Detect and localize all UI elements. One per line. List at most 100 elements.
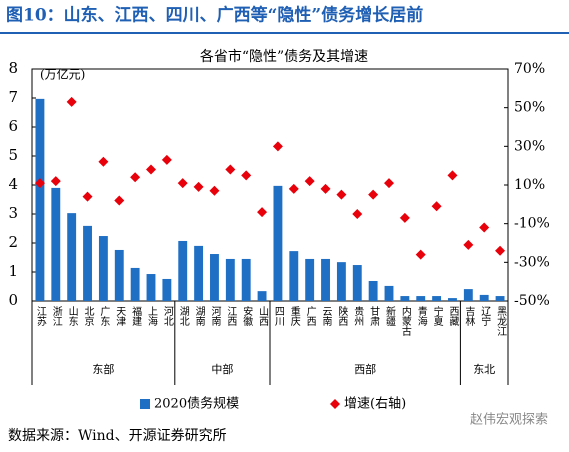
y-tick-label: 3: [8, 204, 18, 222]
bar: [83, 225, 92, 301]
bar: [146, 274, 156, 301]
dot: [146, 164, 156, 175]
x-tick-label: 浙江: [50, 306, 62, 326]
dot: [352, 209, 363, 219]
group-label: 中部: [211, 362, 233, 376]
dot: [320, 183, 331, 194]
x-tick-label: 北京: [82, 306, 94, 327]
x-tick-label: 安徽: [241, 305, 253, 327]
x-tick-label: 四川: [272, 306, 284, 326]
dot: [447, 170, 458, 181]
y2-tick-label: -10%: [514, 216, 550, 232]
x-tick-label: 重庆: [288, 305, 300, 327]
bar: [130, 267, 140, 301]
y-tick-label: 7: [8, 88, 18, 106]
bar: [495, 296, 505, 301]
x-tick-label: 上海: [146, 306, 158, 327]
bar: [98, 236, 108, 301]
x-tick-label: 山东: [66, 306, 78, 326]
bar: [273, 185, 283, 301]
bar: [241, 258, 251, 301]
y-tick-label: 6: [8, 117, 18, 135]
y-tick-label: 1: [8, 262, 18, 280]
x-tick-label: 宁夏: [431, 305, 443, 326]
dot: [463, 239, 474, 250]
x-tick-label: 福建: [130, 305, 142, 326]
x-tick-label: 江西: [225, 306, 237, 326]
bar: [321, 258, 330, 301]
bar: [352, 265, 362, 301]
legend-label: 增速(右轴): [344, 397, 406, 412]
bar: [67, 213, 77, 301]
dot: [257, 207, 268, 218]
dot: [209, 185, 220, 196]
y-tick-label: 2: [8, 233, 18, 251]
dot: [368, 189, 379, 200]
y2-tick-label: 70%: [514, 61, 545, 77]
dot: [225, 164, 236, 175]
watermark: 赵伟宏观探索: [470, 413, 548, 428]
group-label: 西部: [354, 362, 376, 376]
x-tick-label: 江苏: [34, 306, 46, 327]
bar: [210, 254, 219, 301]
x-tick-label: 广东: [98, 306, 110, 326]
chart-title: 各省市“隐性”债务及其增速: [200, 48, 368, 65]
bar: [289, 251, 299, 301]
bar: [384, 285, 394, 301]
x-tick-label: 西藏: [447, 306, 459, 327]
dot: [384, 178, 394, 189]
dot: [288, 183, 299, 194]
x-tick-label: 云南: [320, 306, 332, 326]
dot: [161, 154, 172, 165]
y2-tick-label: 10%: [514, 177, 545, 193]
dot: [66, 96, 77, 107]
y-tick-label: 0: [8, 291, 18, 309]
bar: [463, 289, 473, 301]
bar: [257, 291, 267, 301]
group-label: 东部: [92, 362, 114, 376]
dot: [415, 249, 426, 260]
dot: [130, 172, 141, 183]
x-tick-label: 内蒙古: [399, 305, 411, 337]
y-axis-label: (万亿元): [40, 67, 85, 82]
x-tick-label: 吉林: [463, 306, 475, 327]
bar: [178, 240, 188, 301]
bar: [35, 98, 45, 302]
dot: [495, 245, 506, 256]
dot: [193, 181, 204, 192]
source: 数据来源：Wind、开源证券研究所: [8, 428, 227, 444]
dot: [336, 189, 347, 200]
bar: [162, 278, 172, 301]
x-tick-label: 湖北: [177, 306, 189, 326]
x-tick-label: 贵州: [352, 305, 364, 326]
legend-swatch: [140, 399, 150, 409]
dot: [50, 176, 61, 187]
dot: [241, 170, 252, 181]
y-tick-label: 4: [8, 175, 18, 193]
bar: [336, 262, 346, 301]
x-tick-label: 甘肃: [368, 305, 380, 327]
dot: [82, 191, 93, 202]
x-tick-label: 天津: [114, 306, 126, 327]
group-label: 东北: [473, 363, 495, 376]
x-tick-label: 广西: [304, 306, 316, 326]
bar: [114, 249, 124, 301]
dot: [479, 222, 490, 233]
x-tick-label: 陕西: [336, 305, 348, 326]
y-tick-label: 8: [8, 59, 18, 77]
x-tick-label: 黑龙江: [495, 306, 507, 336]
x-tick-label: 新疆: [384, 305, 396, 327]
legend-label: 2020债务规模: [154, 396, 239, 412]
bar: [51, 187, 61, 301]
y2-tick-label: 30%: [514, 138, 545, 154]
bar: [432, 296, 442, 301]
x-tick-label: 青海: [415, 305, 427, 327]
x-tick-label: 辽宁: [479, 306, 491, 326]
y-tick-label: 5: [8, 146, 18, 164]
bar: [305, 258, 315, 301]
dot: [272, 141, 283, 152]
dot: [399, 212, 410, 223]
bar: [416, 296, 426, 301]
dot: [114, 195, 125, 206]
